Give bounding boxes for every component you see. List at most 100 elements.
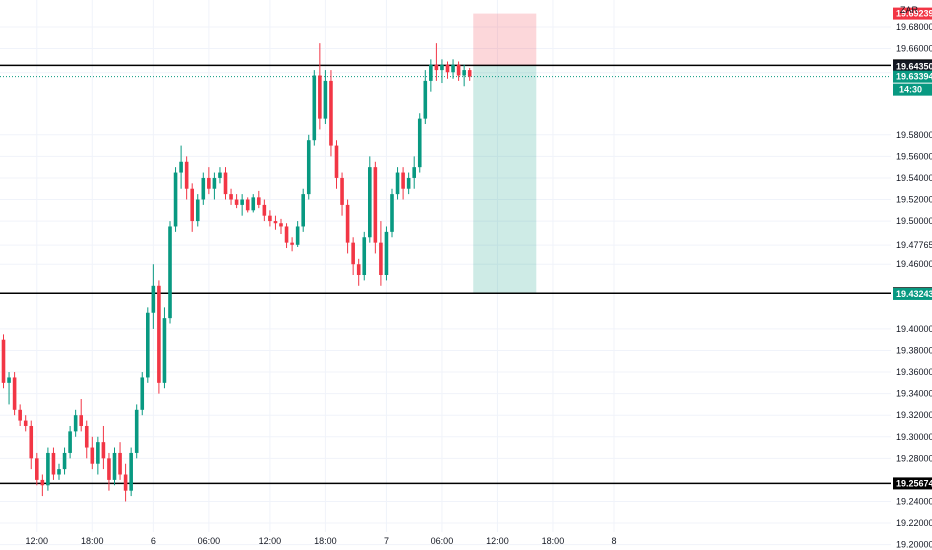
candle-body	[379, 242, 383, 275]
candle-body	[140, 377, 145, 410]
candle-body	[406, 177, 411, 189]
candle-body	[329, 80, 333, 146]
candle-body	[51, 452, 56, 475]
price-tick-label: 19.36000	[896, 367, 932, 377]
price-tick-label: 19.54000	[896, 173, 932, 183]
candle-body	[440, 64, 444, 71]
candle-body	[295, 226, 300, 245]
candle-body	[368, 167, 372, 238]
candle-body	[417, 118, 422, 168]
candle-body	[40, 479, 45, 486]
candle-body	[462, 70, 466, 76]
candle-body	[240, 199, 244, 205]
candle-body	[173, 172, 178, 227]
time-tick-label: 18:00	[542, 536, 565, 546]
candle-body	[251, 197, 256, 211]
time-tick-label: 12:00	[26, 536, 49, 546]
candle-body	[18, 409, 22, 421]
candle-body	[245, 199, 250, 211]
time-tick-label: 7	[384, 536, 389, 546]
stop-loss-zone	[473, 13, 537, 66]
candle-body	[195, 199, 200, 222]
candle-body	[201, 177, 206, 200]
candle-body	[151, 285, 156, 313]
candle-body	[456, 64, 461, 76]
candle-body	[340, 177, 344, 205]
candle-body	[218, 172, 222, 178]
candle-body	[7, 377, 11, 383]
candle-body	[318, 75, 322, 119]
candles	[1, 43, 472, 502]
price-tick-label: 19.30000	[896, 432, 932, 442]
price-tick-label: 19.56000	[896, 151, 932, 161]
take-profit-zone	[473, 65, 537, 294]
price-tick-label: 19.68000	[896, 22, 932, 32]
stop-loss-badge-bg	[893, 7, 932, 20]
candle-body	[445, 64, 450, 73]
time-tick-label: 06:00	[431, 536, 454, 546]
candle-body	[423, 80, 428, 119]
candle-body	[168, 226, 172, 319]
candle-body	[284, 226, 289, 243]
candle-body	[323, 80, 328, 119]
position-tool[interactable]	[473, 13, 537, 294]
candle-body	[356, 264, 361, 275]
candle-body	[207, 177, 211, 189]
candle-body	[1, 339, 6, 383]
level-badge: 19.25674	[896, 478, 932, 488]
last-price-badge-bg	[893, 60, 932, 73]
candle-body	[234, 199, 239, 205]
time-tick-label: 18:00	[314, 536, 337, 546]
price-tick-label: 19.52000	[896, 195, 932, 205]
take-profit-badge: 19.43243	[896, 289, 932, 299]
time-tick-label: 12:00	[259, 536, 282, 546]
candle-body	[96, 442, 100, 464]
price-tick-label: 19.28000	[896, 453, 932, 463]
candle-body	[345, 204, 350, 243]
countdown-bg	[893, 83, 932, 96]
price-tick-label: 19.40000	[896, 324, 932, 334]
time-tick-label: 12:00	[486, 536, 509, 546]
candle-body	[279, 223, 283, 227]
candle-body	[57, 469, 61, 475]
candle-body	[262, 204, 267, 216]
candle-body	[84, 425, 89, 448]
price-tick-label: 19.22000	[896, 518, 932, 528]
candle-body	[334, 145, 339, 178]
candle-body	[184, 161, 189, 189]
candle-body	[134, 409, 139, 453]
candle-body	[467, 70, 472, 77]
candle-body	[395, 172, 400, 195]
horizontal-levels[interactable]	[0, 64, 891, 485]
price-axis-ticks: 19.6800019.6600019.6375819.5800019.56000…	[896, 22, 932, 550]
candle-body	[390, 194, 394, 232]
take-profit-badge-bg	[893, 287, 932, 300]
stop-loss-badge: 19.69239	[896, 9, 932, 19]
candle-body	[351, 242, 355, 265]
time-axis[interactable]: 12:00 18:00 6 06:00 12:00 18:00 7 06:00 12:00 18:…	[26, 536, 617, 546]
candle-body	[129, 452, 133, 491]
price-tick-label: 19.50000	[896, 216, 932, 226]
candle-body	[434, 64, 439, 71]
countdown-label: 14:30	[899, 85, 922, 95]
candle-body	[12, 377, 17, 410]
currency-label: ZAR	[900, 5, 919, 15]
candle-body	[79, 415, 83, 426]
price-tick-label: 19.46000	[896, 259, 932, 269]
time-tick-label: 18:00	[81, 536, 104, 546]
price-tick-label: 19.47765	[896, 240, 932, 250]
price-tick-label: 19.20000	[896, 540, 932, 550]
price-tick-label: 19.34000	[896, 389, 932, 399]
candle-body	[73, 415, 78, 432]
price-badges: 19.6923919.6443819.4330719.2567419.64350…	[893, 7, 932, 490]
candle-body	[190, 188, 194, 222]
time-tick-label: 06:00	[198, 536, 221, 546]
current-price-badge-bg	[893, 70, 932, 83]
candle-body	[35, 458, 39, 480]
price-tick-label: 19.32000	[896, 410, 932, 420]
candle-body	[179, 161, 183, 173]
candle-body	[101, 442, 106, 459]
price-tick-label: 19.58000	[896, 130, 932, 140]
candle-body	[123, 474, 128, 491]
